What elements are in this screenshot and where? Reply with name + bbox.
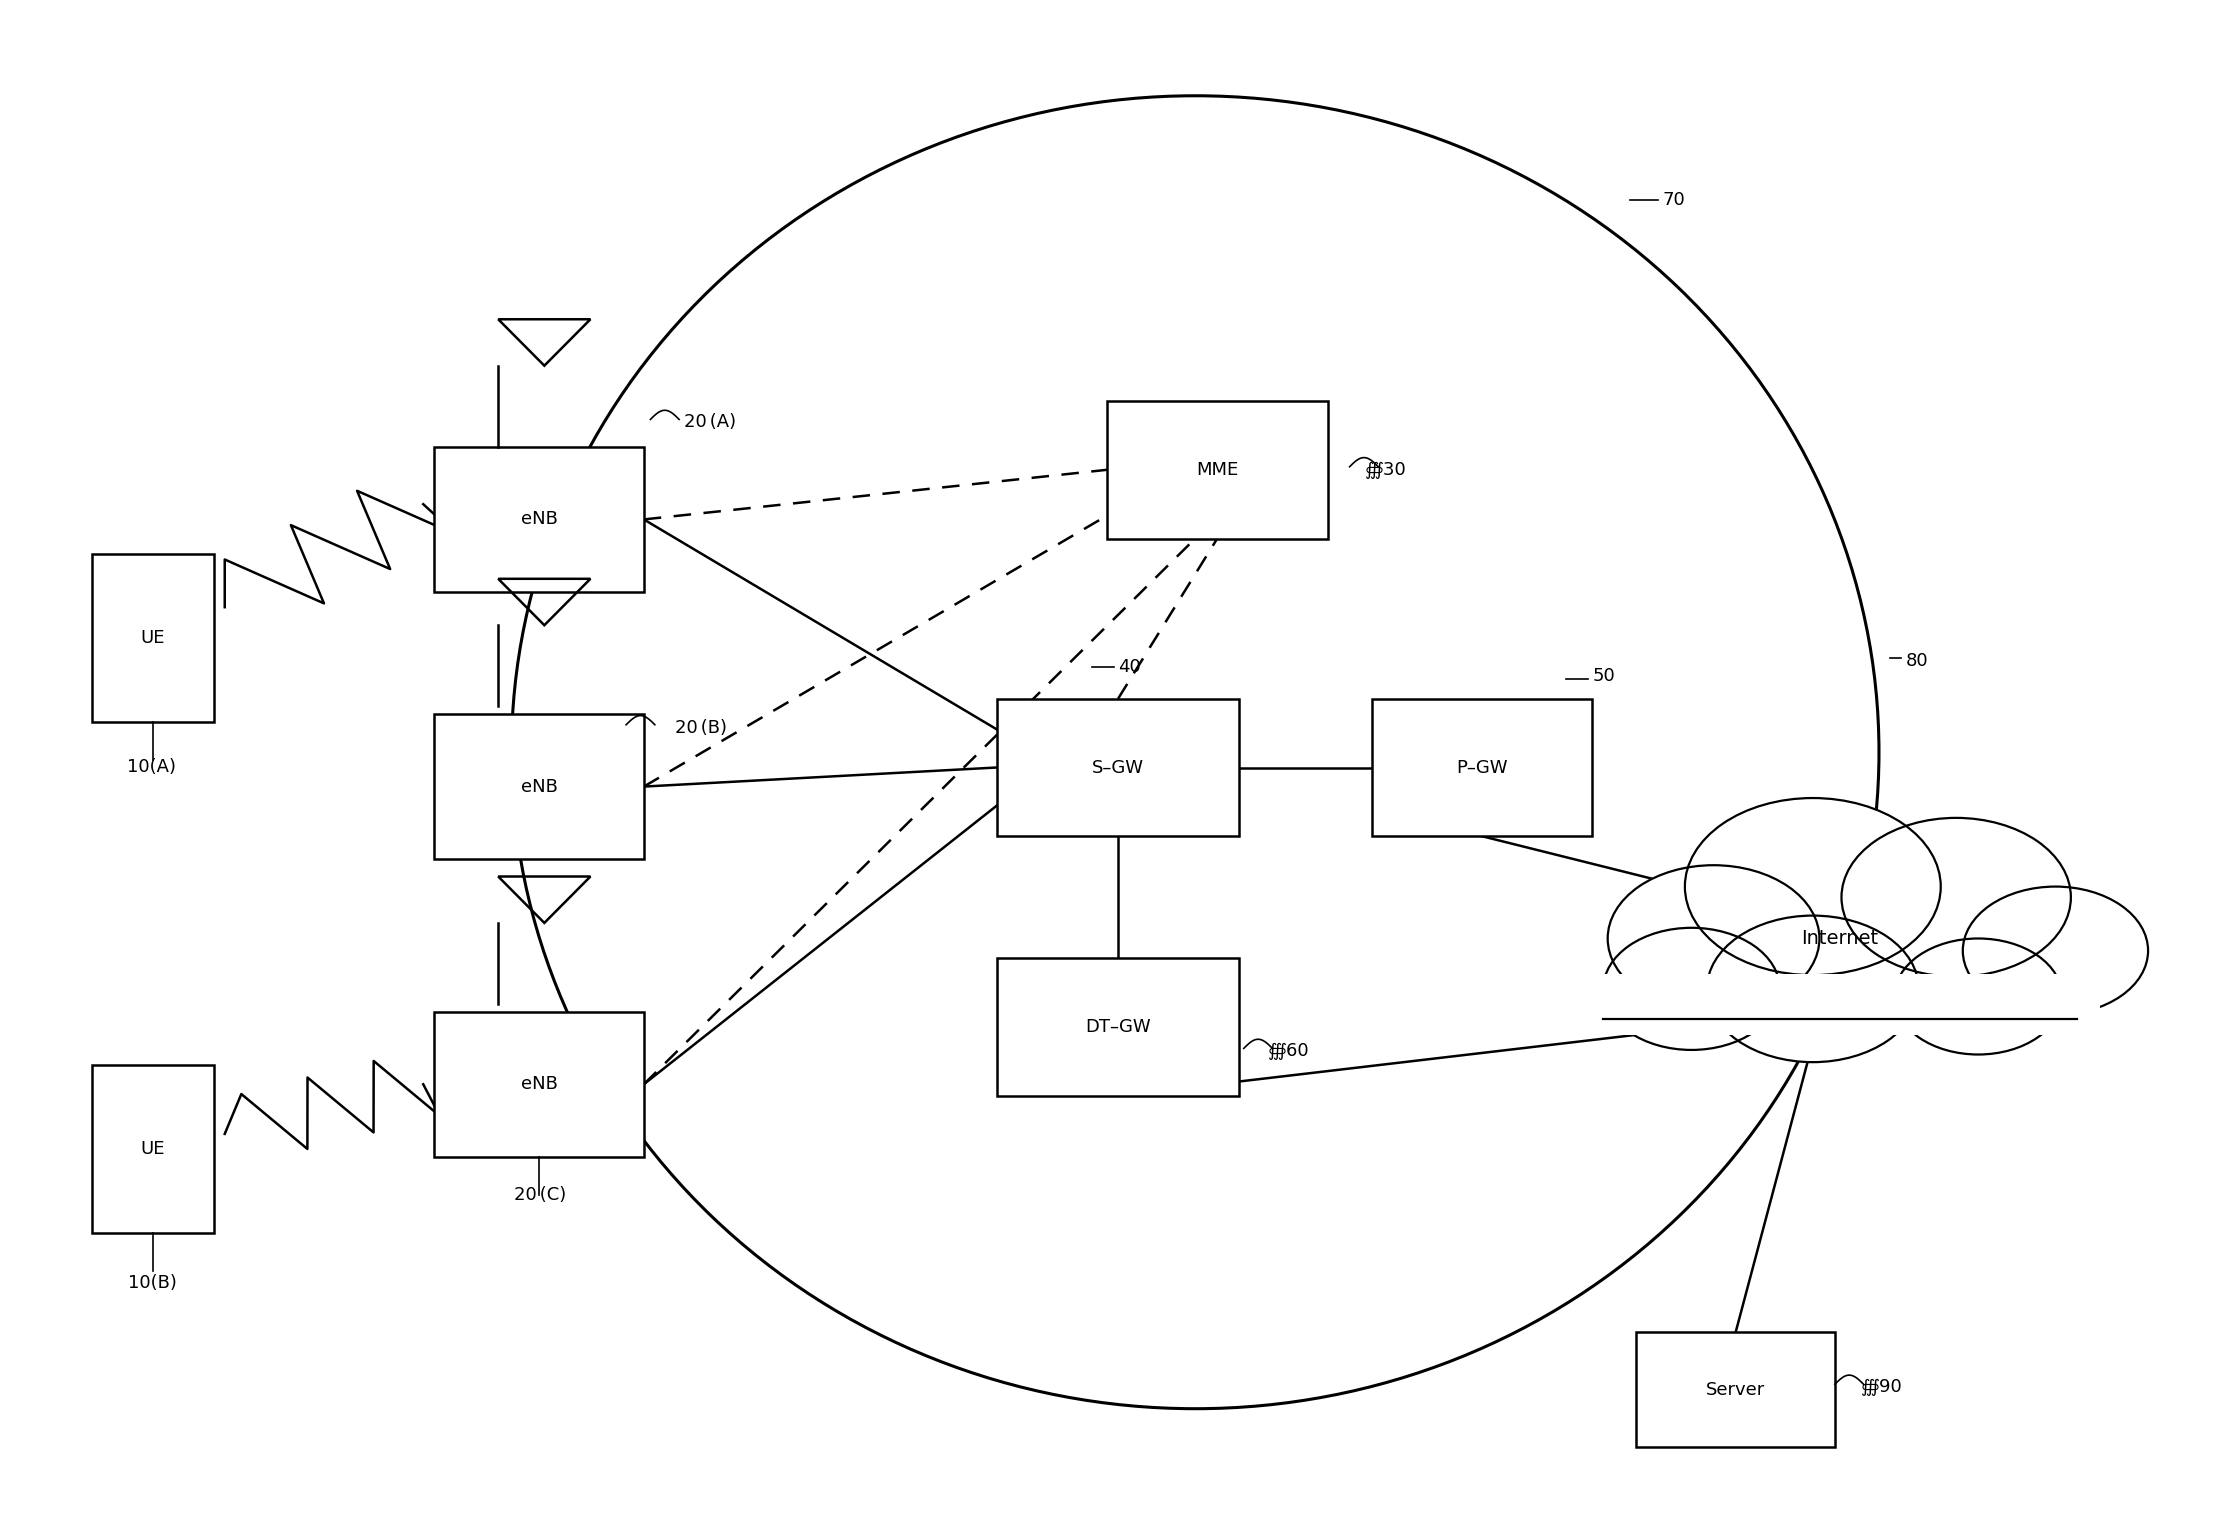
Circle shape	[1685, 798, 1942, 975]
Circle shape	[1707, 915, 1920, 1062]
Text: 50: 50	[1592, 666, 1614, 685]
Circle shape	[1964, 887, 2148, 1015]
Text: MME: MME	[1196, 460, 1238, 479]
Text: 10(A): 10(A)	[128, 758, 177, 777]
Text: ∰90: ∰90	[1862, 1378, 1904, 1397]
Text: 20 (C): 20 (C)	[514, 1187, 567, 1203]
Text: 70: 70	[1663, 190, 1685, 209]
Text: 10(B): 10(B)	[128, 1274, 177, 1292]
Text: S–GW: S–GW	[1092, 758, 1145, 777]
FancyBboxPatch shape	[996, 698, 1240, 837]
FancyBboxPatch shape	[434, 447, 644, 593]
Text: Server: Server	[1707, 1380, 1765, 1398]
Text: DT–GW: DT–GW	[1085, 1018, 1151, 1036]
FancyBboxPatch shape	[1636, 1332, 1835, 1448]
Text: 40: 40	[1118, 657, 1140, 675]
Text: ∰60: ∰60	[1269, 1042, 1311, 1061]
FancyBboxPatch shape	[93, 554, 215, 721]
FancyBboxPatch shape	[1107, 401, 1328, 539]
Circle shape	[1607, 866, 1820, 1012]
Text: eNB: eNB	[520, 1076, 558, 1093]
Circle shape	[1895, 938, 2061, 1055]
FancyBboxPatch shape	[996, 958, 1240, 1096]
FancyBboxPatch shape	[93, 1065, 215, 1233]
Text: 80: 80	[1906, 652, 1928, 669]
Text: Internet: Internet	[1800, 929, 1877, 949]
Text: eNB: eNB	[520, 778, 558, 795]
Text: UE: UE	[142, 1141, 166, 1159]
FancyBboxPatch shape	[1373, 698, 1592, 837]
Text: 20 (B): 20 (B)	[675, 718, 726, 737]
Text: eNB: eNB	[520, 511, 558, 528]
Text: 20 (A): 20 (A)	[684, 413, 735, 431]
Text: P–GW: P–GW	[1457, 758, 1508, 777]
Circle shape	[1842, 818, 2070, 976]
FancyBboxPatch shape	[434, 714, 644, 860]
FancyBboxPatch shape	[434, 1012, 644, 1157]
Circle shape	[1603, 927, 1780, 1050]
Bar	[1581, 973, 2099, 1035]
Text: UE: UE	[142, 629, 166, 646]
Text: ∰30: ∰30	[1366, 460, 1406, 479]
